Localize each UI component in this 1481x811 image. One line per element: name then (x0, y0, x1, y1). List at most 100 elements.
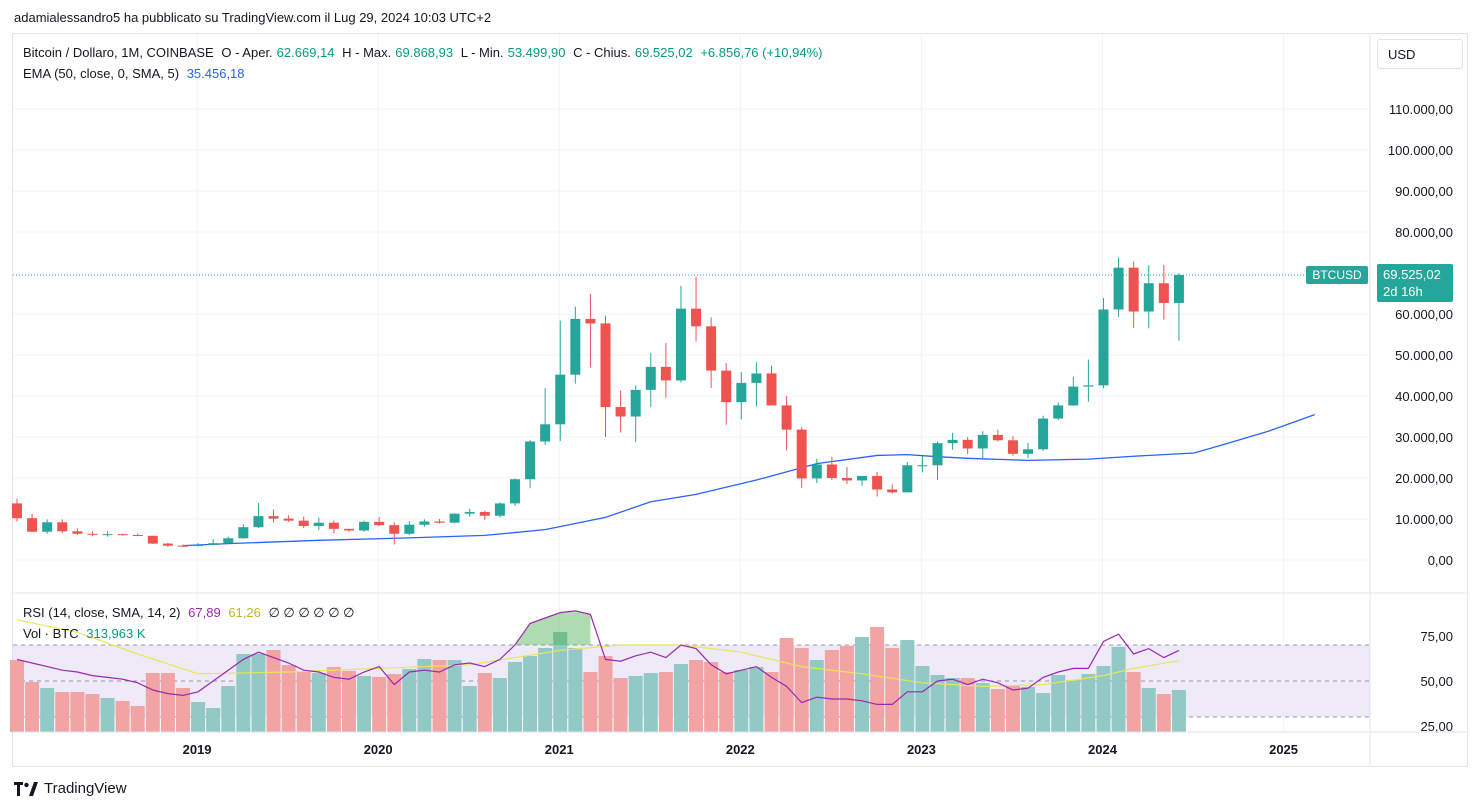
volume-bar (915, 666, 930, 732)
volume-bar (568, 648, 583, 732)
x-tick-label: 2025 (1269, 742, 1298, 757)
volume-bar (432, 660, 447, 732)
rsi-extra-values: ∅ ∅ ∅ ∅ ∅ ∅ (268, 605, 355, 620)
volume-bar (583, 672, 598, 732)
volume-bar (553, 632, 568, 732)
volume-bar (673, 664, 688, 732)
volume-bar (930, 675, 945, 732)
volume-bar (40, 688, 55, 732)
volume-bar (251, 654, 266, 732)
volume-bar (160, 673, 175, 732)
volume-bar (628, 676, 643, 732)
candle-body (464, 512, 475, 514)
rsi-legend[interactable]: RSI (14, close, SMA, 14, 2) 67,89 61,26 … (23, 605, 359, 621)
volume-bar (824, 650, 839, 732)
rsi-tick-label: 75,00 (1420, 629, 1453, 644)
candle-body (555, 374, 566, 425)
volume-bar (477, 673, 492, 732)
volume-legend[interactable]: Vol · BTC 313,963 K (23, 626, 150, 641)
rsi-tick-label: 50,00 (1420, 674, 1453, 689)
rsi-value: 67,89 (188, 605, 221, 620)
candle-body (600, 323, 611, 408)
candle-body (691, 308, 702, 327)
volume-bar (870, 627, 885, 732)
volume-bar (1141, 688, 1156, 732)
volume-bar (855, 637, 870, 732)
candle-body (27, 518, 38, 532)
volume-bar (10, 660, 24, 732)
x-tick-label: 2024 (1088, 742, 1118, 757)
volume-bar (25, 682, 40, 732)
ema-legend[interactable]: EMA (50, close, 0, SMA, 5) 35.456,18 (23, 66, 249, 81)
y-tick-label: 80.000,00 (1395, 225, 1453, 240)
low-value: 53.499,90 (507, 45, 566, 60)
volume-bar (70, 692, 85, 732)
candle-body (660, 366, 671, 381)
volume-bar (1171, 690, 1186, 732)
candle-body (857, 475, 868, 481)
candle-body (72, 531, 83, 534)
chart-frame (12, 33, 1468, 767)
volume-bar (447, 660, 462, 732)
change-value: +6.856,76 (+10,94%) (700, 45, 823, 60)
candle-body (223, 538, 234, 544)
candle-body (841, 478, 852, 481)
currency-button[interactable]: USD (1377, 39, 1463, 69)
candle-body (1143, 283, 1154, 312)
low-label: L - Min. (460, 45, 504, 60)
last-price-tag: 69.525,02 2d 16h (1377, 264, 1453, 302)
rsi-ma-value: 61,26 (228, 605, 261, 620)
candle-body (645, 366, 656, 390)
candle-body (675, 308, 686, 381)
candle-body (162, 543, 173, 546)
volume-bar (492, 678, 507, 732)
candle-body (781, 405, 792, 430)
candle-body (193, 544, 204, 547)
candle-body (42, 522, 53, 532)
volume-bar (221, 686, 236, 732)
x-tick-label: 2022 (726, 742, 755, 757)
volume-bar (794, 648, 809, 732)
candle-body (796, 429, 807, 479)
y-tick-label: 0,00 (1428, 553, 1453, 568)
x-tick-label: 2023 (907, 742, 936, 757)
candle-body (1053, 405, 1064, 419)
volume-bar (145, 673, 160, 732)
tradingview-logo[interactable]: TradingView (14, 780, 127, 797)
candle-body (313, 522, 324, 526)
ohlc-legend: Bitcoin / Dollaro, 1M, COINBASE O - Aper… (23, 45, 826, 60)
symbol-name[interactable]: Bitcoin / Dollaro, 1M, COINBASE (23, 45, 214, 60)
volume-bar (1051, 675, 1066, 732)
candle-body (268, 516, 279, 519)
volume-bar (85, 694, 100, 732)
volume-bar (598, 656, 613, 732)
candle-body (359, 521, 370, 531)
candle-body (253, 516, 264, 528)
volume-bar (900, 640, 915, 732)
y-tick-label: 60.000,00 (1395, 307, 1453, 322)
candle-body (887, 489, 898, 493)
rsi-label: RSI (14, close, SMA, 14, 2) (23, 605, 181, 620)
candle-body (328, 522, 339, 529)
volume-bar (1021, 687, 1036, 732)
high-label: H - Max. (342, 45, 392, 60)
candle-body (992, 434, 1003, 441)
y-tick-label: 100.000,00 (1388, 143, 1453, 158)
candle-body (238, 527, 249, 539)
candle-body (343, 528, 354, 531)
volume-bar (311, 673, 326, 732)
volume-bar (402, 669, 417, 732)
candle-body (1158, 283, 1169, 303)
candle-body (630, 389, 641, 417)
candle-body (1023, 449, 1034, 454)
volume-bar (507, 662, 522, 732)
candle-body (585, 318, 596, 324)
volume-bar (960, 678, 975, 732)
candle-body (479, 512, 490, 516)
x-tick-label: 2019 (183, 742, 212, 757)
candle-body (57, 522, 68, 532)
candle-body (932, 443, 943, 466)
candle-body (811, 464, 822, 479)
volume-bar (191, 702, 206, 732)
